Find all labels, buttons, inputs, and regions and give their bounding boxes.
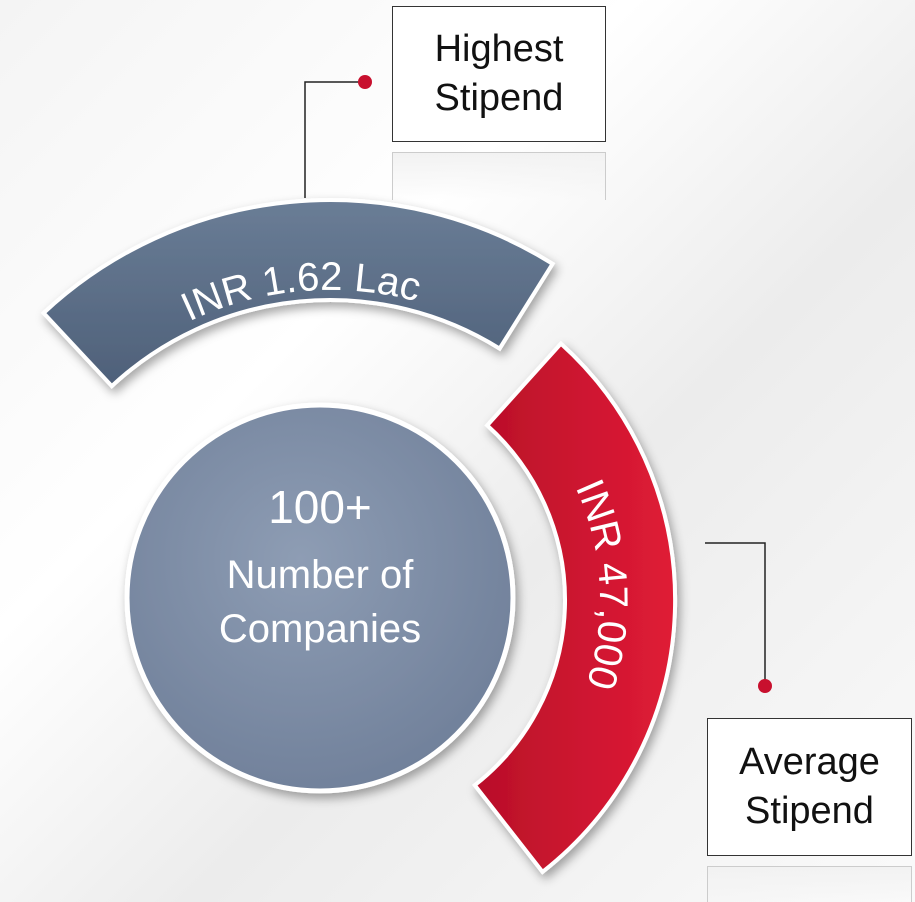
companies: 100+ Number of Companies <box>145 480 495 656</box>
average-label: Average Stipend <box>707 718 912 856</box>
reflection <box>392 152 606 200</box>
companies-value: 100+ <box>268 481 372 533</box>
dot <box>758 679 772 693</box>
dot <box>358 75 372 89</box>
average-arc <box>471 340 678 875</box>
companies-circle <box>124 402 516 794</box>
highest-arc <box>40 198 556 389</box>
highest-label: Highest Stipend <box>392 6 606 142</box>
reflection <box>707 866 912 902</box>
companies-label: Number of Companies <box>218 553 422 651</box>
connector <box>705 542 766 686</box>
connector <box>304 81 365 198</box>
